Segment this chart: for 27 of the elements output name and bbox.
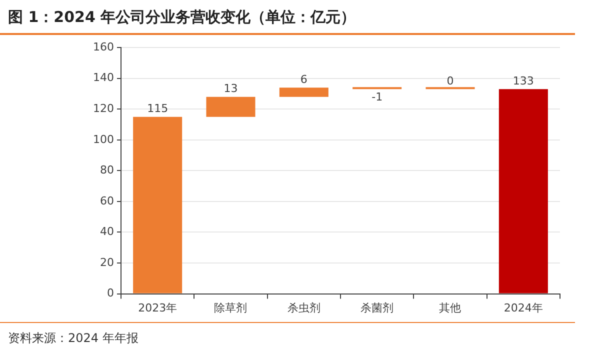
data-label: 0 [446, 74, 454, 88]
bar [133, 116, 182, 294]
y-tick-label: 0 [106, 286, 114, 300]
data-label: 13 [224, 82, 238, 96]
y-tick-label: 60 [100, 194, 114, 208]
bar [206, 96, 256, 117]
data-label: 133 [512, 74, 534, 88]
chart-title: 图 1：2024 年公司分业务营收变化（单位：亿元） [8, 8, 356, 27]
x-tick-label: 杀虫剂 [287, 301, 320, 314]
data-label: -1 [372, 90, 383, 104]
x-tick-label: 除草剂 [214, 301, 248, 314]
x-tick-label: 其他 [439, 301, 462, 314]
y-tick-label: 100 [92, 132, 114, 146]
y-tick-label: 40 [100, 225, 114, 238]
y-tick-label: 160 [92, 40, 114, 54]
x-tick-label: 2023年 [138, 301, 178, 314]
y-tick-label: 80 [100, 164, 114, 177]
x-tick-label: 2024年 [504, 301, 543, 314]
bar [498, 89, 548, 294]
x-tick-label: 杀菌剂 [360, 301, 394, 314]
data-label: 115 [147, 102, 168, 116]
y-tick-label: 120 [92, 102, 114, 116]
bar [279, 88, 328, 97]
data-label: 6 [300, 72, 308, 86]
y-tick-label: 140 [92, 71, 114, 84]
y-tick-label: 20 [100, 256, 114, 269]
text: 资料来源：2024 年年报 [8, 330, 138, 347]
